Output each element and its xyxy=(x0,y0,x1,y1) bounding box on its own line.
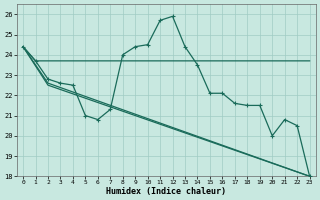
X-axis label: Humidex (Indice chaleur): Humidex (Indice chaleur) xyxy=(106,187,226,196)
